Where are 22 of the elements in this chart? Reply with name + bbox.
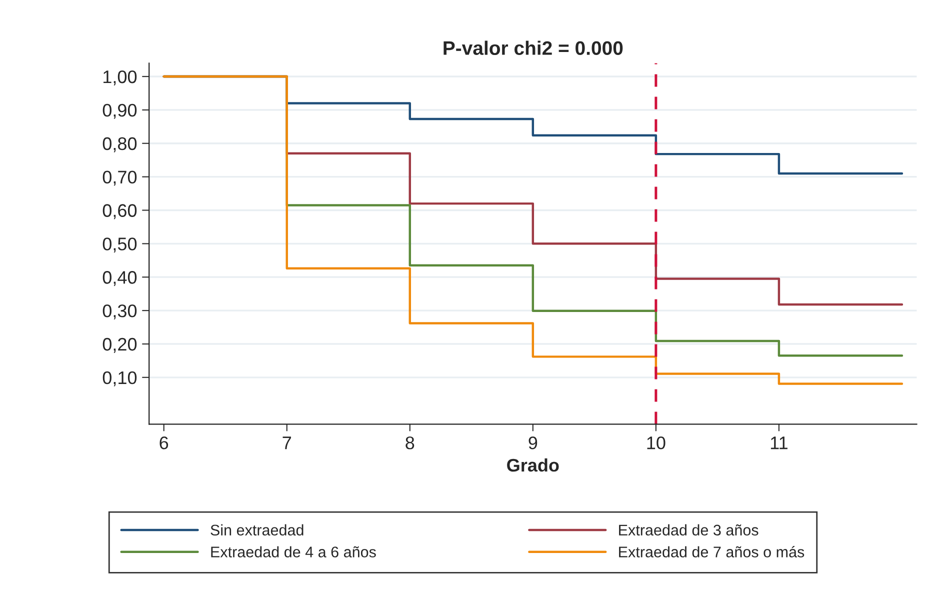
x-tick-label: 9 <box>528 436 538 450</box>
y-tick-label: 0,40 <box>102 271 137 286</box>
y-tick-label: 0,50 <box>102 238 137 253</box>
y-tick-label: 1,00 <box>104 70 137 86</box>
x-axis-title: Grado <box>507 458 559 472</box>
x-tick-label: 11 <box>770 436 788 450</box>
y-tick-label: 0,60 <box>102 204 137 220</box>
x-tick-label: 10 <box>647 436 666 450</box>
y-tick-label: 0,10 <box>102 371 137 386</box>
x-tick-label: 6 <box>160 436 168 450</box>
y-tick-label: 0,70 <box>102 170 137 186</box>
x-tick-label: 8 <box>406 436 414 450</box>
legend-label: Extraedad de 7 años o más <box>619 546 804 558</box>
legend-label: Extraedad de 3 años <box>619 524 758 536</box>
chart-title: P-valor chi2 = 0.000 <box>444 40 623 55</box>
y-tick-label: 0,80 <box>102 137 137 152</box>
y-tick-label: 0,90 <box>102 104 137 119</box>
legend-label: Sin extraedad <box>210 524 304 536</box>
x-tick-label: 7 <box>282 436 291 450</box>
y-tick-label: 0,30 <box>102 304 137 320</box>
legend-label: Extraedad de 4 a 6 años <box>211 546 376 558</box>
y-tick-label: 0,20 <box>102 338 137 353</box>
